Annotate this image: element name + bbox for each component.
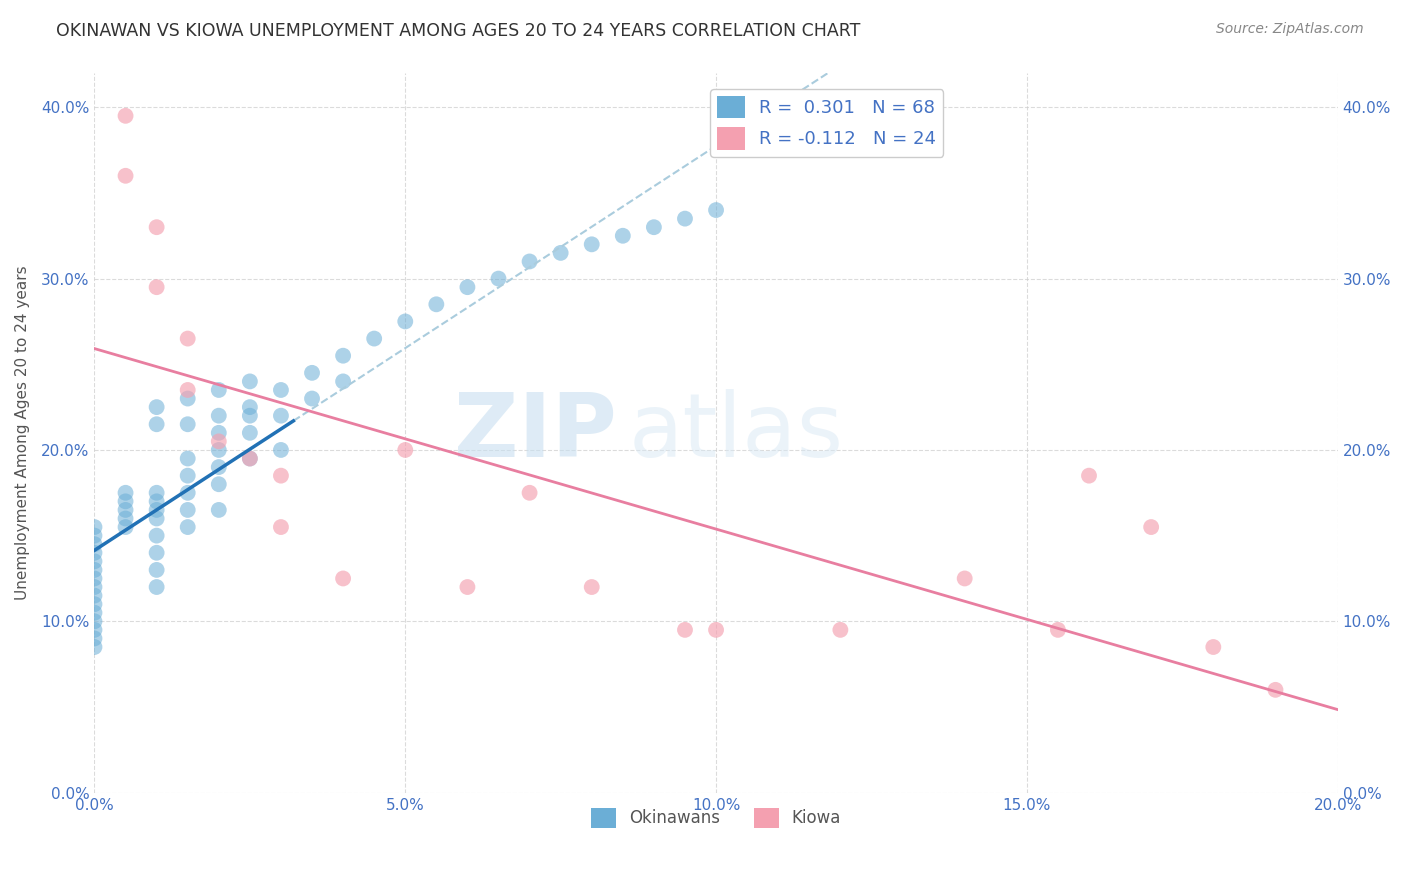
Point xyxy=(704,202,727,217)
Point xyxy=(145,417,167,432)
Point xyxy=(208,503,231,517)
Point xyxy=(239,425,262,440)
Point xyxy=(83,589,105,603)
Point xyxy=(114,109,136,123)
Point xyxy=(177,451,200,466)
Point xyxy=(208,442,231,457)
Point xyxy=(301,366,323,380)
Point xyxy=(270,383,292,397)
Point xyxy=(177,332,200,346)
Text: ZIP: ZIP xyxy=(454,389,617,476)
Point xyxy=(177,383,200,397)
Point xyxy=(643,220,665,235)
Point xyxy=(830,623,852,637)
Point xyxy=(145,494,167,508)
Point xyxy=(83,546,105,560)
Point xyxy=(83,554,105,568)
Point xyxy=(177,392,200,406)
Point xyxy=(394,314,416,328)
Point xyxy=(1140,520,1163,534)
Point xyxy=(177,520,200,534)
Point xyxy=(239,451,262,466)
Point xyxy=(673,211,696,226)
Point xyxy=(363,332,385,346)
Point xyxy=(145,503,167,517)
Point xyxy=(1078,468,1101,483)
Point xyxy=(83,580,105,594)
Point xyxy=(488,271,510,285)
Point xyxy=(332,572,354,586)
Point xyxy=(145,528,167,542)
Point xyxy=(83,528,105,542)
Point xyxy=(1264,682,1286,697)
Point xyxy=(1202,640,1225,654)
Point xyxy=(177,468,200,483)
Point xyxy=(456,580,478,594)
Point xyxy=(239,375,262,389)
Point xyxy=(208,383,231,397)
Point xyxy=(83,572,105,586)
Point xyxy=(145,400,167,414)
Point xyxy=(208,434,231,449)
Point xyxy=(270,468,292,483)
Point xyxy=(83,615,105,629)
Point xyxy=(1046,623,1069,637)
Text: atlas: atlas xyxy=(628,389,844,476)
Point xyxy=(145,511,167,525)
Point xyxy=(83,606,105,620)
Point xyxy=(239,409,262,423)
Point xyxy=(550,246,572,260)
Point xyxy=(208,425,231,440)
Point xyxy=(177,417,200,432)
Point xyxy=(270,409,292,423)
Point xyxy=(145,563,167,577)
Point xyxy=(114,503,136,517)
Point xyxy=(270,442,292,457)
Point xyxy=(519,254,541,268)
Y-axis label: Unemployment Among Ages 20 to 24 years: Unemployment Among Ages 20 to 24 years xyxy=(15,266,30,600)
Point xyxy=(145,280,167,294)
Point xyxy=(83,640,105,654)
Point xyxy=(114,485,136,500)
Point xyxy=(208,409,231,423)
Point xyxy=(301,392,323,406)
Text: Source: ZipAtlas.com: Source: ZipAtlas.com xyxy=(1216,22,1364,37)
Point xyxy=(114,511,136,525)
Point xyxy=(270,520,292,534)
Point xyxy=(208,477,231,491)
Point xyxy=(145,220,167,235)
Point xyxy=(673,623,696,637)
Point xyxy=(239,451,262,466)
Legend: Okinawans, Kiowa: Okinawans, Kiowa xyxy=(585,801,848,835)
Point xyxy=(208,460,231,475)
Point xyxy=(425,297,447,311)
Point xyxy=(581,580,603,594)
Point xyxy=(581,237,603,252)
Point xyxy=(145,485,167,500)
Point xyxy=(177,485,200,500)
Point xyxy=(145,580,167,594)
Point xyxy=(519,485,541,500)
Point xyxy=(114,494,136,508)
Point xyxy=(612,228,634,243)
Point xyxy=(114,169,136,183)
Point xyxy=(114,520,136,534)
Point xyxy=(145,546,167,560)
Text: OKINAWAN VS KIOWA UNEMPLOYMENT AMONG AGES 20 TO 24 YEARS CORRELATION CHART: OKINAWAN VS KIOWA UNEMPLOYMENT AMONG AGE… xyxy=(56,22,860,40)
Point xyxy=(83,623,105,637)
Point xyxy=(83,597,105,611)
Point xyxy=(332,349,354,363)
Point xyxy=(239,400,262,414)
Point xyxy=(83,632,105,646)
Point xyxy=(953,572,976,586)
Point xyxy=(83,520,105,534)
Point xyxy=(394,442,416,457)
Point xyxy=(83,537,105,551)
Point xyxy=(332,375,354,389)
Point xyxy=(704,623,727,637)
Point xyxy=(83,563,105,577)
Point xyxy=(456,280,478,294)
Point xyxy=(177,503,200,517)
